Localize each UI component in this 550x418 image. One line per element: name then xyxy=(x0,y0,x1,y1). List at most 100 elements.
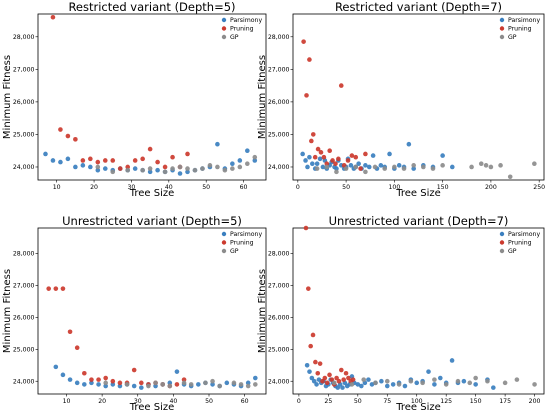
point-pruning xyxy=(155,159,160,165)
point-gp xyxy=(162,169,168,175)
y-tick-label: 25,000 xyxy=(13,132,35,139)
point-parsimony xyxy=(438,375,443,381)
x-tick-label: 10 xyxy=(53,184,61,191)
point-pruning xyxy=(308,343,313,349)
y-axis-label: Minimum Fitness xyxy=(2,269,13,353)
x-tick-label: 0 xyxy=(296,184,300,191)
x-tick-label: 100 xyxy=(411,398,423,405)
point-gp xyxy=(245,161,250,167)
point-gp xyxy=(207,163,213,168)
point-pruning xyxy=(349,153,355,158)
point-gp xyxy=(392,164,397,170)
point-pruning xyxy=(346,375,351,381)
point-gp xyxy=(349,382,355,387)
point-parsimony xyxy=(340,385,345,390)
legend-marker-pruning xyxy=(221,240,227,245)
point-parsimony xyxy=(230,161,235,167)
point-parsimony xyxy=(387,151,392,157)
x-tick-label: 20 xyxy=(98,398,106,405)
point-gp xyxy=(363,169,368,175)
x-tick-label: 200 xyxy=(529,398,541,405)
point-pruning xyxy=(306,286,311,291)
point-gp xyxy=(125,167,131,173)
legend-label: Parsimony xyxy=(508,231,540,238)
chart-title: Restricted variant (Depth=5) xyxy=(68,0,235,14)
point-parsimony xyxy=(245,380,251,386)
y-tick-label: 27,000 xyxy=(13,67,35,74)
point-gp xyxy=(230,166,235,171)
chart-panel-1: Restricted variant (Depth=5) Tree Size Min… xyxy=(2,0,267,199)
point-pruning xyxy=(303,225,309,231)
point-pruning xyxy=(53,286,59,291)
point-parsimony xyxy=(311,378,317,384)
legend-marker-parsimony xyxy=(221,231,227,237)
point-gp xyxy=(200,166,205,171)
point-parsimony xyxy=(379,378,384,384)
point-parsimony xyxy=(461,378,467,384)
point-parsimony xyxy=(147,169,153,175)
point-parsimony xyxy=(110,382,116,387)
chart-title: Unrestricted variant (Depth=5) xyxy=(62,214,242,228)
point-parsimony xyxy=(473,382,478,387)
point-pruning xyxy=(67,329,73,335)
point-pruning xyxy=(132,158,138,163)
point-pruning xyxy=(304,93,309,98)
point-pruning xyxy=(117,380,123,386)
x-tick-label: 250 xyxy=(533,184,545,191)
y-tick-label: 25,000 xyxy=(268,132,290,139)
point-pruning xyxy=(140,156,145,162)
point-parsimony xyxy=(320,164,326,170)
point-gp xyxy=(420,380,425,386)
point-parsimony xyxy=(245,148,250,154)
point-pruning xyxy=(174,382,180,387)
point-pruning xyxy=(336,378,342,384)
x-tick-label: 125 xyxy=(440,398,452,405)
point-pruning xyxy=(358,166,363,171)
point-parsimony xyxy=(449,164,455,170)
x-tick-label: 40 xyxy=(169,398,177,405)
point-pruning xyxy=(117,166,123,171)
point-gp xyxy=(185,166,190,171)
point-pruning xyxy=(312,154,318,160)
point-parsimony xyxy=(167,380,173,386)
data-points xyxy=(303,225,537,390)
point-gp xyxy=(110,169,116,175)
x-tick-label: 150 xyxy=(470,398,482,405)
point-gp xyxy=(203,380,208,386)
point-parsimony xyxy=(237,158,243,163)
point-gp xyxy=(384,378,390,384)
chart-title: Unrestricted variant (Depth=7) xyxy=(329,214,509,228)
legend-label: GP xyxy=(508,34,517,41)
point-parsimony xyxy=(356,161,361,167)
x-axis-label: Tree Size xyxy=(129,188,175,199)
point-gp xyxy=(396,382,402,387)
point-parsimony xyxy=(402,383,408,389)
point-gp xyxy=(353,164,359,170)
point-parsimony xyxy=(253,375,258,381)
point-gp xyxy=(146,383,151,389)
point-parsimony xyxy=(369,382,375,387)
point-gp xyxy=(443,382,449,387)
point-pruning xyxy=(89,377,94,382)
y-axis-label: Minimum Fitness xyxy=(2,55,13,139)
point-parsimony xyxy=(426,369,431,374)
point-parsimony xyxy=(50,158,56,163)
point-gp xyxy=(95,164,101,170)
point-parsimony xyxy=(491,385,496,390)
point-gp xyxy=(124,382,130,387)
point-pruning xyxy=(315,370,321,376)
x-tick-label: 50 xyxy=(205,398,213,405)
y-tick-label: 26,000 xyxy=(13,315,35,322)
point-gp xyxy=(217,383,222,389)
legend-label: Parsimony xyxy=(230,231,262,238)
point-parsimony xyxy=(65,156,71,162)
point-pruning xyxy=(60,286,66,291)
x-tick-label: 25 xyxy=(324,398,332,405)
legend-marker-pruning xyxy=(499,240,505,245)
legend-marker-pruning xyxy=(221,26,227,31)
legend-marker-gp xyxy=(499,34,505,40)
point-parsimony xyxy=(384,383,390,389)
point-pruning xyxy=(345,158,351,163)
point-pruning xyxy=(181,377,187,382)
